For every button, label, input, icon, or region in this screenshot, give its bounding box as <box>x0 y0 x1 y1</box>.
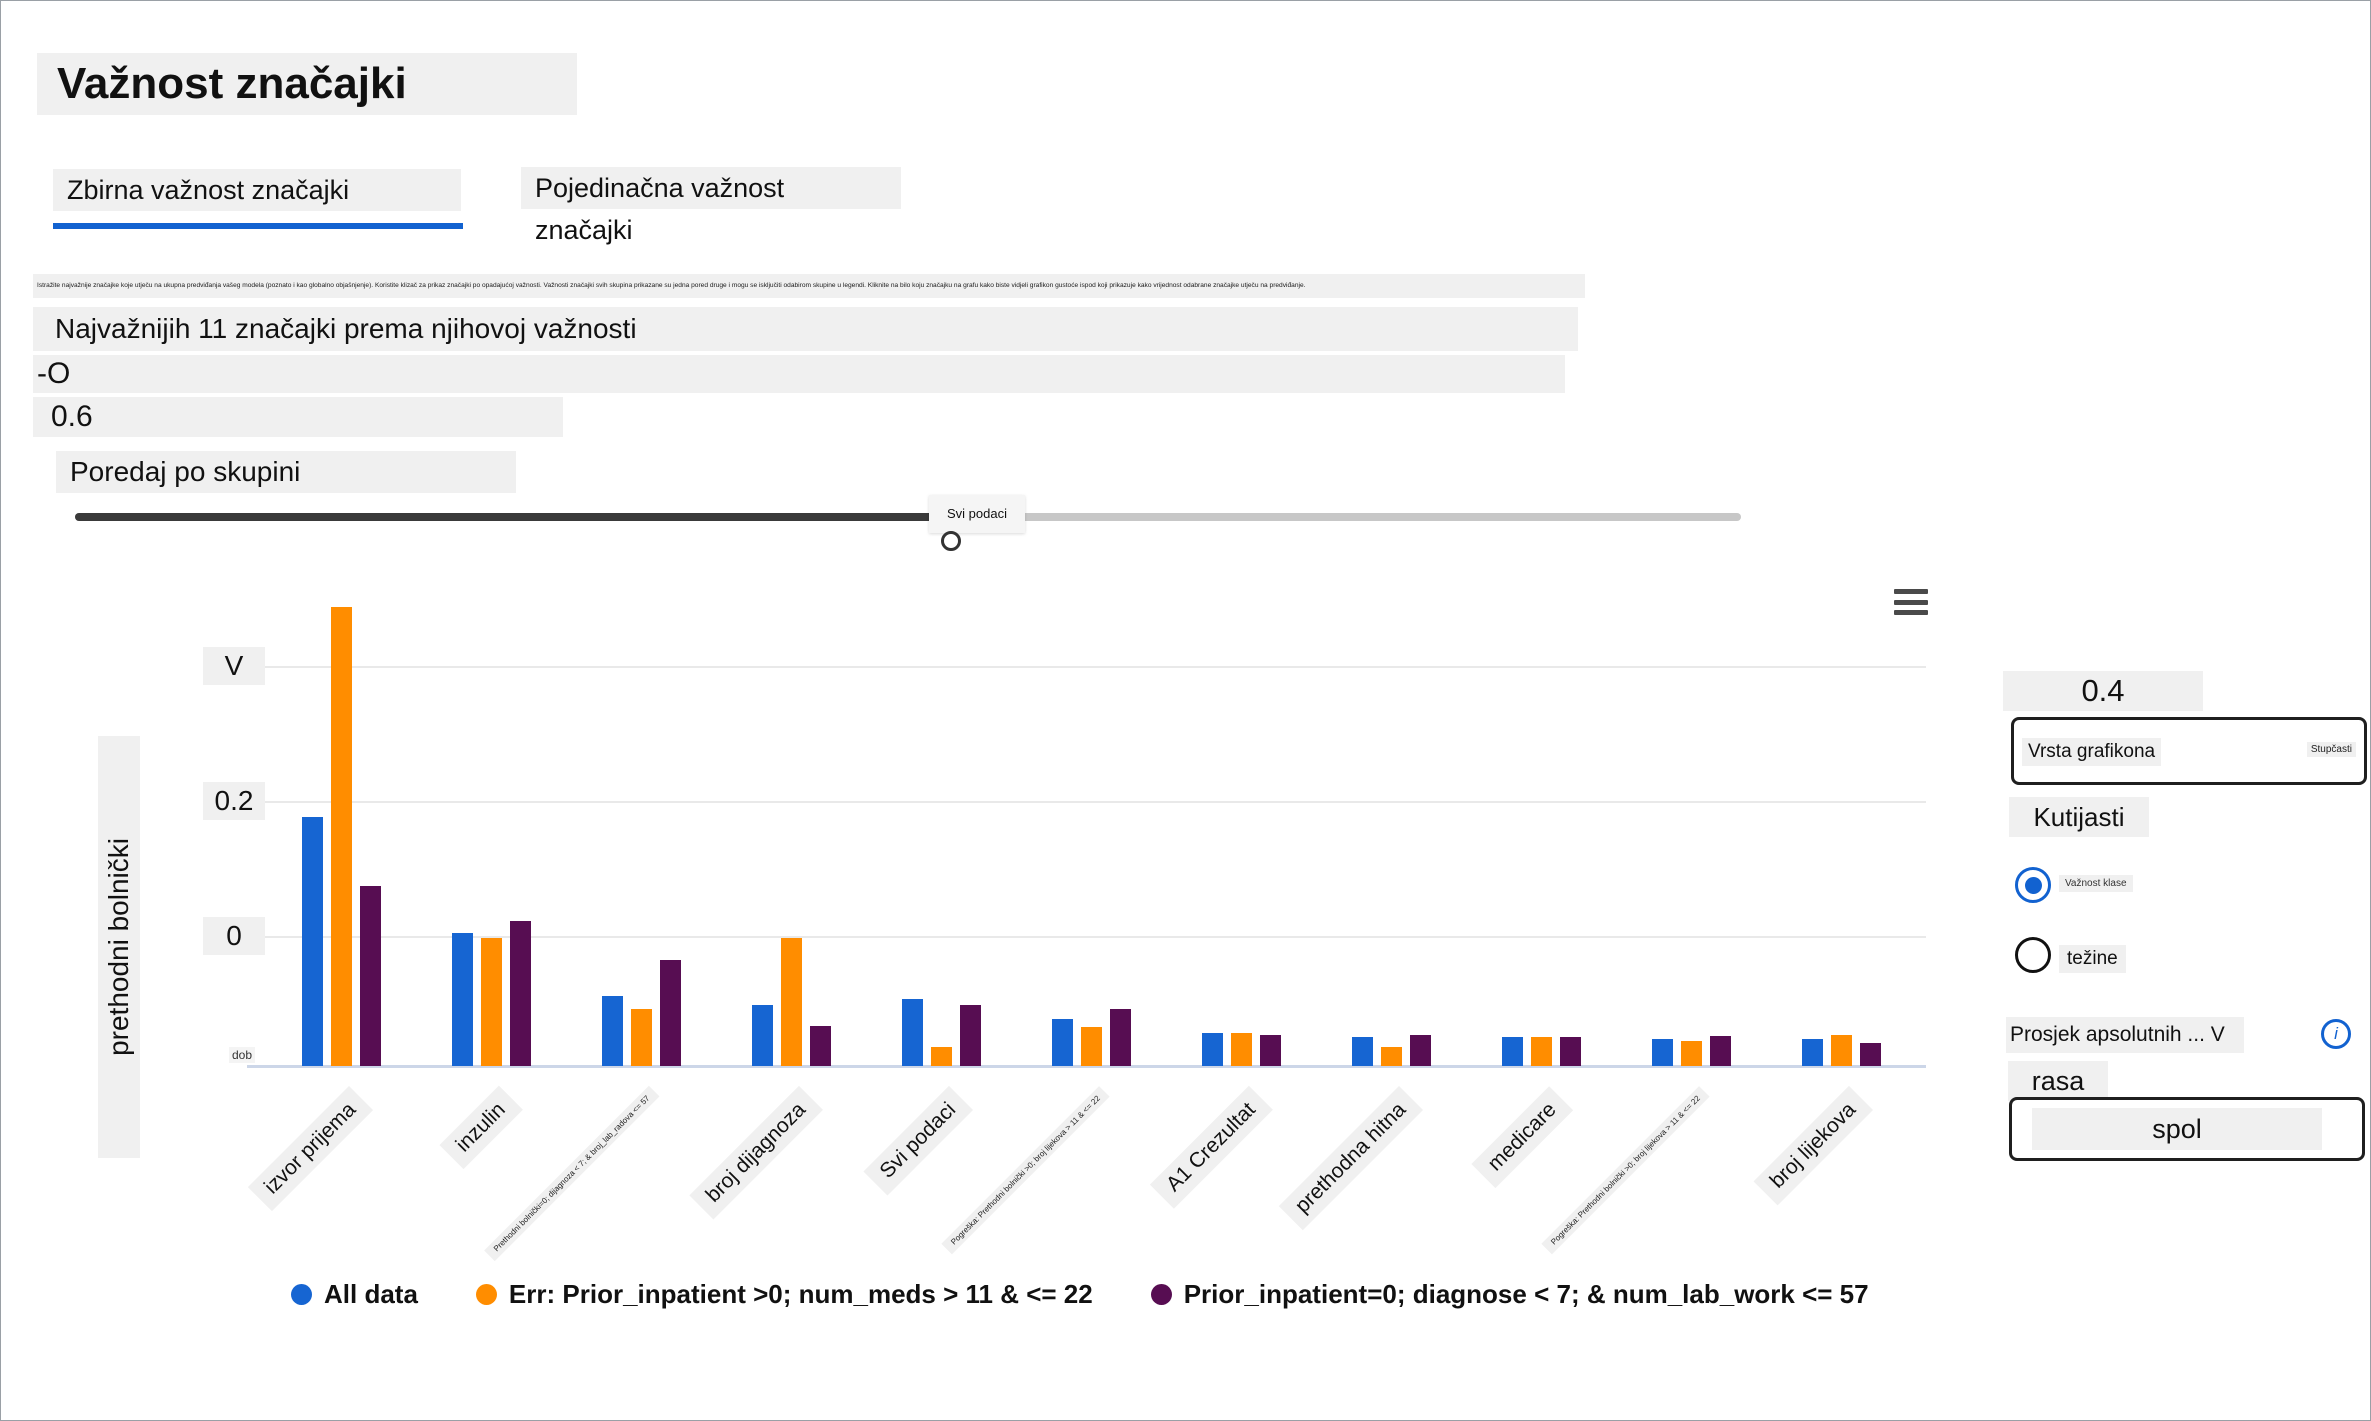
x-axis-label[interactable]: broj dijagnoza <box>689 1086 824 1220</box>
bar[interactable] <box>901 999 923 1066</box>
bar[interactable] <box>630 1009 652 1066</box>
tab-aggregate-feature-importance[interactable]: Zbirna važnost značajki <box>53 169 461 211</box>
x-axis-label[interactable]: izvor prijema <box>247 1086 374 1212</box>
bar[interactable] <box>959 1005 981 1066</box>
page-title: Važnost značajki <box>37 53 577 115</box>
bar[interactable] <box>451 933 473 1066</box>
legend-dot <box>475 1284 497 1305</box>
gridline <box>247 936 1926 938</box>
class-importance-radio[interactable] <box>2015 867 2051 903</box>
bar[interactable] <box>1501 1037 1523 1066</box>
legend-item[interactable]: Err: Prior_inpatient >0; num_meds > 11 &… <box>475 1279 1093 1310</box>
bar[interactable] <box>1351 1037 1373 1066</box>
bar[interactable] <box>1259 1035 1281 1066</box>
metric-dropdown-label[interactable]: Prosjek apsolutnih ... V <box>2006 1017 2244 1053</box>
box-chart-option[interactable]: Kutijasti <box>2009 797 2149 837</box>
legend-item[interactable]: Prior_inpatient=0; diagnose < 7; & num_l… <box>1150 1279 1869 1310</box>
legend-label: Err: Prior_inpatient >0; num_meds > 11 &… <box>508 1279 1093 1309</box>
bar[interactable] <box>330 607 352 1066</box>
x-axis-label[interactable]: inzulin <box>439 1086 524 1170</box>
x-axis-label[interactable]: A1 Crezultat <box>1150 1086 1274 1209</box>
bar[interactable] <box>301 817 323 1066</box>
bar[interactable] <box>1801 1039 1823 1066</box>
range-start-label: -O <box>33 355 1565 393</box>
top-features-label: Najvažnijih 11 značajki prema njihovoj v… <box>33 307 1578 351</box>
bar[interactable] <box>1080 1027 1102 1066</box>
feature-sex-button[interactable]: spol <box>2009 1097 2365 1161</box>
bar[interactable] <box>1409 1035 1431 1066</box>
bar[interactable] <box>509 921 531 1066</box>
bar[interactable] <box>480 938 502 1066</box>
weights-radio-label: težine <box>2059 945 2126 973</box>
legend-label: All data <box>324 1279 418 1309</box>
axis-max-value: 0.4 <box>2003 671 2203 711</box>
bar[interactable] <box>1230 1033 1252 1066</box>
x-axis-label[interactable]: Svi podaci <box>863 1086 974 1196</box>
tab-individual-feature-importance[interactable]: Pojedinačna važnost značajki <box>521 167 901 245</box>
class-importance-radio-label: Važnost klase <box>2059 875 2133 892</box>
x-axis-line <box>247 1065 1926 1068</box>
bar[interactable] <box>1530 1037 1552 1066</box>
y-axis-title: prethodni bolnički <box>103 838 134 1056</box>
bar[interactable] <box>1051 1019 1073 1066</box>
slider-thumb[interactable] <box>941 531 961 551</box>
x-axis-label[interactable]: broj lijekova <box>1753 1086 1874 1206</box>
gridline <box>247 801 1926 803</box>
legend-dot <box>291 1284 312 1305</box>
x-axis-label[interactable]: prethodna hitna <box>1278 1086 1424 1231</box>
bar[interactable] <box>1201 1033 1223 1066</box>
gridline <box>247 666 1926 668</box>
bar[interactable] <box>659 960 681 1066</box>
legend-item[interactable]: All data <box>291 1279 418 1310</box>
bar[interactable] <box>1830 1035 1852 1066</box>
bar[interactable] <box>1380 1047 1402 1066</box>
chart-type-value: Stupčasti <box>2306 742 2356 757</box>
bar[interactable] <box>1859 1043 1881 1066</box>
y-axis-tick: 0 <box>203 917 265 955</box>
bar[interactable] <box>1709 1036 1731 1066</box>
y-axis-title-box: prethodni bolnički <box>98 736 140 1158</box>
weights-radio[interactable] <box>2015 937 2051 973</box>
chart-description: Istražite najvažnije značajke koje utječ… <box>33 274 1585 298</box>
bar[interactable] <box>780 938 802 1066</box>
bar[interactable] <box>751 1005 773 1066</box>
bar[interactable] <box>809 1026 831 1066</box>
bar[interactable] <box>1559 1037 1581 1066</box>
bar[interactable] <box>1651 1039 1673 1066</box>
bar[interactable] <box>359 886 381 1066</box>
info-icon[interactable]: i <box>2321 1019 2351 1049</box>
bar[interactable] <box>601 996 623 1066</box>
y-axis-tick: 0.2 <box>203 782 265 820</box>
active-tab-underline <box>53 223 463 229</box>
slider-value-label: Svi podaci <box>929 495 1025 533</box>
baseline-label: dob <box>229 1047 256 1063</box>
feature-count-slider-fill <box>75 513 933 521</box>
x-axis-label[interactable]: medicare <box>1470 1086 1574 1189</box>
y-axis-tick: V <box>203 647 265 685</box>
chart-menu-icon[interactable] <box>1894 589 1928 615</box>
legend-label: Prior_inpatient=0; diagnose < 7; & num_l… <box>1183 1279 1869 1309</box>
chart-type-label: Vrsta grafikona <box>2022 738 2162 766</box>
chart-type-dropdown[interactable]: Vrsta grafikona Stupčasti <box>2011 717 2367 785</box>
bar[interactable] <box>930 1047 952 1066</box>
sort-by-group-label: Poredaj po skupini <box>56 451 516 493</box>
bar[interactable] <box>1109 1009 1131 1066</box>
feature-sex-button-label: spol <box>2032 1108 2322 1150</box>
feature-race-label: rasa <box>2008 1061 2108 1101</box>
radio-selected-dot <box>2024 876 2042 894</box>
range-end-label: 0.6 <box>33 397 563 437</box>
bar[interactable] <box>1680 1041 1702 1066</box>
legend-dot <box>1150 1284 1172 1305</box>
chart-legend: All data Err: Prior_inpatient >0; num_med… <box>291 1279 1869 1310</box>
